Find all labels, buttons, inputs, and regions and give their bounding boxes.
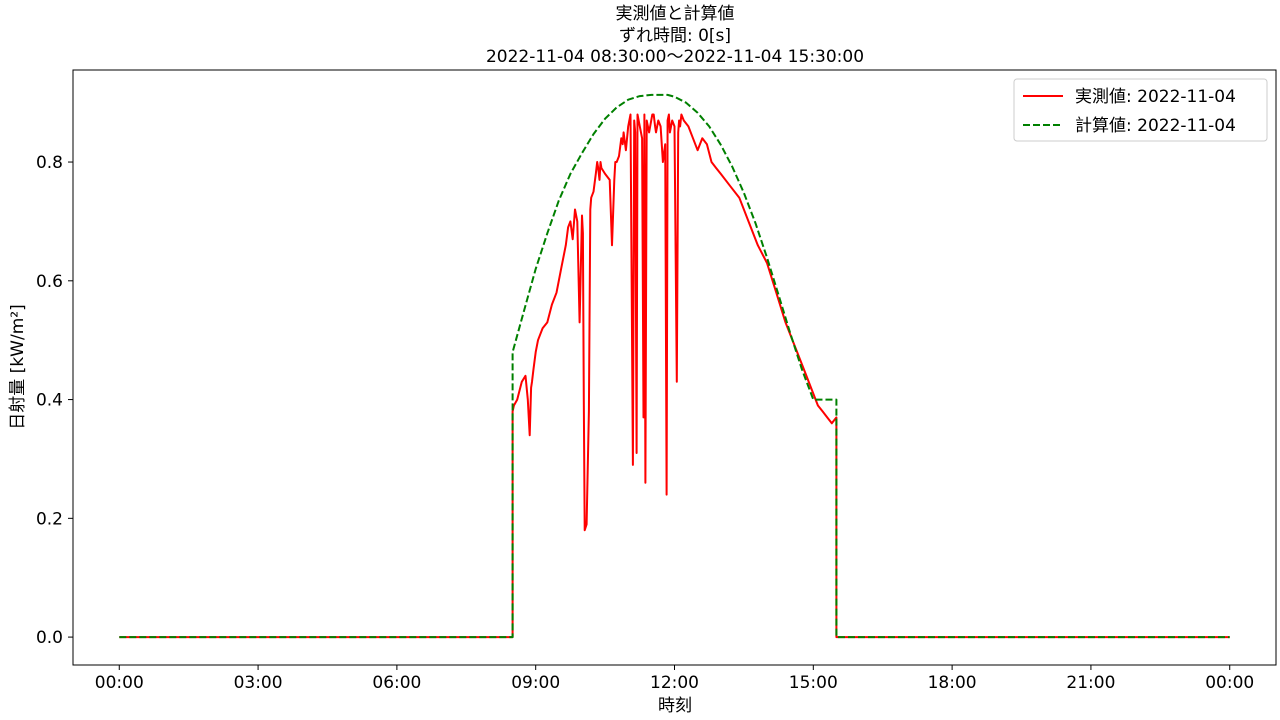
x-tick-label: 21:00	[1066, 673, 1115, 693]
x-tick-label: 15:00	[789, 673, 838, 693]
x-tick-label: 18:00	[928, 673, 977, 693]
x-tick-label: 09:00	[511, 673, 560, 693]
x-axis-label: 時刻	[658, 696, 692, 716]
chart-title-line-3: 2022-11-04 08:30:00〜2022-11-04 15:30:00	[486, 47, 864, 67]
plot-lines	[119, 93, 1230, 639]
series-line-calculated	[119, 93, 1230, 639]
y-tick-label: 0.0	[36, 628, 63, 648]
chart-title: 実測値と計算値 ずれ時間: 0[s] 2022-11-04 08:30:00〜2…	[486, 4, 864, 67]
chart-title-line-1: 実測値と計算値	[616, 4, 735, 24]
series-line-actual	[119, 113, 1230, 639]
x-tick-label: 06:00	[372, 673, 421, 693]
x-tick-label: 03:00	[234, 673, 283, 693]
y-axis-ticks: 0.0 0.2 0.4 0.6 0.8	[36, 153, 73, 648]
y-tick-label: 0.4	[36, 391, 63, 411]
y-tick-label: 0.8	[36, 153, 63, 173]
legend-label-calculated: 計算値: 2022-11-04	[1075, 116, 1236, 136]
y-axis-label: 日射量 [kW/m²]	[8, 304, 28, 429]
x-tick-label: 00:00	[1205, 673, 1254, 693]
chart-title-line-2: ずれ時間: 0[s]	[619, 26, 731, 46]
legend: 実測値: 2022-11-04 計算値: 2022-11-04	[1013, 78, 1268, 142]
y-tick-label: 0.2	[36, 509, 63, 529]
x-axis-ticks: 00:00 03:00 06:00 09:00 12:00 15:00 18:00 21:00…	[95, 665, 1254, 693]
x-tick-label: 12:00	[650, 673, 699, 693]
legend-box	[1013, 78, 1268, 142]
y-tick-label: 0.6	[36, 272, 63, 292]
legend-label-actual: 実測値: 2022-11-04	[1075, 87, 1236, 107]
x-tick-label: 00:00	[95, 673, 144, 693]
